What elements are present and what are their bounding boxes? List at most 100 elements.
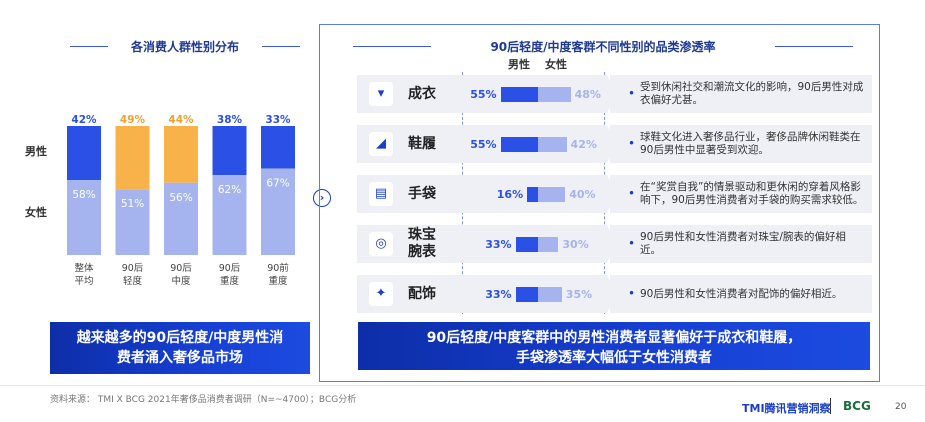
data-label-male: 33% bbox=[485, 238, 512, 251]
data-label-male: 38% bbox=[217, 114, 243, 126]
bar-male bbox=[500, 87, 538, 102]
right-panel-frame bbox=[319, 24, 880, 382]
data-label-female: 48% bbox=[574, 88, 601, 101]
source-note: 资料来源： TMI X BCG 2021年奢侈品消费者调研（N=~4700）；B… bbox=[50, 395, 357, 405]
data-label-male: 49% bbox=[120, 114, 146, 126]
category-label-line: 腕表 bbox=[408, 244, 436, 260]
category-label-line: 配饰 bbox=[408, 286, 436, 302]
category-note: 90后男性和女性消费者对配饰的偏好相近。 bbox=[610, 275, 872, 313]
left-title-text: 各消费人群性别分布 bbox=[130, 40, 239, 54]
category-label: 轻度 bbox=[123, 275, 143, 287]
bar-male bbox=[515, 237, 538, 252]
title-rule-left bbox=[353, 46, 431, 47]
bar-male bbox=[164, 126, 198, 183]
category-row bbox=[357, 275, 607, 313]
category-label-line: 珠宝 bbox=[408, 227, 436, 243]
title-rule-right bbox=[775, 46, 853, 47]
data-label-female: 30% bbox=[562, 238, 589, 251]
legend-female: 女性 bbox=[545, 58, 567, 71]
data-label-male: 44% bbox=[168, 114, 194, 126]
data-label-female: 67% bbox=[266, 178, 289, 190]
data-label-female: 35% bbox=[565, 288, 593, 301]
category-label: 重度 bbox=[220, 275, 240, 287]
category-label-line: 手袋 bbox=[408, 186, 436, 202]
legend-male: 男性 bbox=[508, 58, 530, 71]
bar-male bbox=[115, 126, 150, 190]
category-label: 珠宝 腕表 bbox=[408, 227, 436, 261]
data-label-male: 33% bbox=[265, 114, 291, 126]
bar-male bbox=[67, 126, 101, 181]
category-row bbox=[357, 175, 607, 213]
bar-female bbox=[538, 137, 567, 152]
bcg-logo: BCG bbox=[843, 399, 871, 413]
chevron-right-icon[interactable]: › bbox=[313, 189, 331, 207]
series-label-female: 女性 bbox=[25, 205, 47, 219]
left-caption-line2: 费者涌入奢侈品市场 bbox=[117, 350, 243, 366]
bar-male bbox=[500, 137, 538, 152]
shirt-icon: ▾ bbox=[369, 82, 393, 106]
bar-female bbox=[538, 287, 562, 302]
bar-female bbox=[115, 189, 150, 255]
data-label-female: 58% bbox=[72, 189, 95, 201]
left-caption: 越来越多的90后轻度/中度男性消 费者涌入奢侈品市场 bbox=[50, 322, 310, 374]
category-label: 配饰 bbox=[408, 286, 436, 303]
data-label-male: 55% bbox=[470, 88, 497, 101]
bar-female bbox=[538, 187, 566, 202]
data-label-male: 55% bbox=[470, 138, 497, 151]
logo-separator bbox=[830, 398, 831, 414]
handbag-icon: ▤ bbox=[369, 182, 393, 206]
category-label: 平均 bbox=[74, 275, 93, 287]
tmi-logo: TMI腾讯营销洞察 bbox=[742, 402, 831, 415]
category-note: 在“奖赏自我”的情景驱动和更休闲的穿着风格影响下，90后男性消费者对手袋的购买需… bbox=[610, 175, 872, 213]
category-label: 90后 bbox=[170, 263, 192, 274]
category-label: 重度 bbox=[268, 275, 288, 287]
category-label-line: 成衣 bbox=[408, 86, 436, 102]
data-label-male: 42% bbox=[71, 114, 97, 126]
data-label-female: 62% bbox=[218, 184, 241, 196]
category-note: 受到休闲社交和潮流文化的影响，90后男性对成衣偏好尤甚。 bbox=[610, 75, 872, 113]
bar-female bbox=[538, 87, 571, 102]
data-label-female: 42% bbox=[570, 138, 597, 151]
bar-female bbox=[212, 175, 247, 255]
category-label: 90后 bbox=[122, 263, 144, 274]
right-caption-line2: 手袋渗透率大幅低于女性消费者 bbox=[516, 350, 712, 366]
left-caption-line1: 越来越多的90后轻度/中度男性消 bbox=[76, 330, 284, 346]
category-label: 鞋履 bbox=[408, 136, 436, 153]
ring-icon: ◎ bbox=[369, 232, 393, 256]
category-note: 球鞋文化进入奢侈品行业，奢侈品牌休闲鞋类在90后男性中显著受到欢迎。 bbox=[610, 125, 872, 163]
category-label: 中度 bbox=[171, 275, 191, 287]
title-rule-right bbox=[262, 46, 300, 47]
data-label-male: 33% bbox=[485, 288, 512, 301]
right-chart-title: 90后轻度/中度客群不同性别的品类渗透率 bbox=[353, 38, 853, 56]
bar-male bbox=[212, 126, 247, 176]
bar-female bbox=[538, 237, 559, 252]
category-note: 90后男性和女性消费者对珠宝/腕表的偏好相近。 bbox=[610, 225, 872, 263]
bar-male bbox=[527, 187, 538, 202]
bar-female bbox=[164, 182, 198, 255]
category-row bbox=[357, 225, 607, 263]
bar-female bbox=[261, 168, 295, 255]
category-label-line: 鞋履 bbox=[408, 136, 436, 152]
data-label-female: 40% bbox=[569, 188, 596, 201]
category-label: 成衣 bbox=[408, 86, 436, 103]
data-label-male: 16% bbox=[496, 188, 524, 201]
title-rule-left bbox=[70, 46, 108, 47]
series-label-male: 男性 bbox=[25, 144, 47, 158]
right-title-text: 90后轻度/中度客群不同性别的品类渗透率 bbox=[490, 40, 716, 54]
data-label-female: 51% bbox=[121, 198, 144, 210]
shoe-icon: ◢ bbox=[369, 132, 393, 156]
bar-male bbox=[515, 287, 538, 302]
category-label: 整体 bbox=[74, 262, 94, 274]
category-label: 90前 bbox=[267, 262, 289, 274]
bar-male bbox=[261, 126, 295, 169]
accessory-icon: ✦ bbox=[369, 282, 393, 306]
right-caption: 90后轻度/中度客群中的男性消费者显著偏好于成衣和鞋履， 手袋渗透率大幅低于女性… bbox=[358, 322, 870, 370]
footer-divider bbox=[0, 385, 925, 386]
page-number: 20 bbox=[895, 402, 907, 412]
data-label-female: 56% bbox=[169, 192, 192, 204]
category-label: 90后 bbox=[219, 263, 241, 274]
bar-female bbox=[67, 180, 101, 255]
left-chart-title: 各消费人群性别分布 bbox=[50, 38, 320, 56]
right-caption-line1: 90后轻度/中度客群中的男性消费者显著偏好于成衣和鞋履， bbox=[426, 330, 802, 346]
